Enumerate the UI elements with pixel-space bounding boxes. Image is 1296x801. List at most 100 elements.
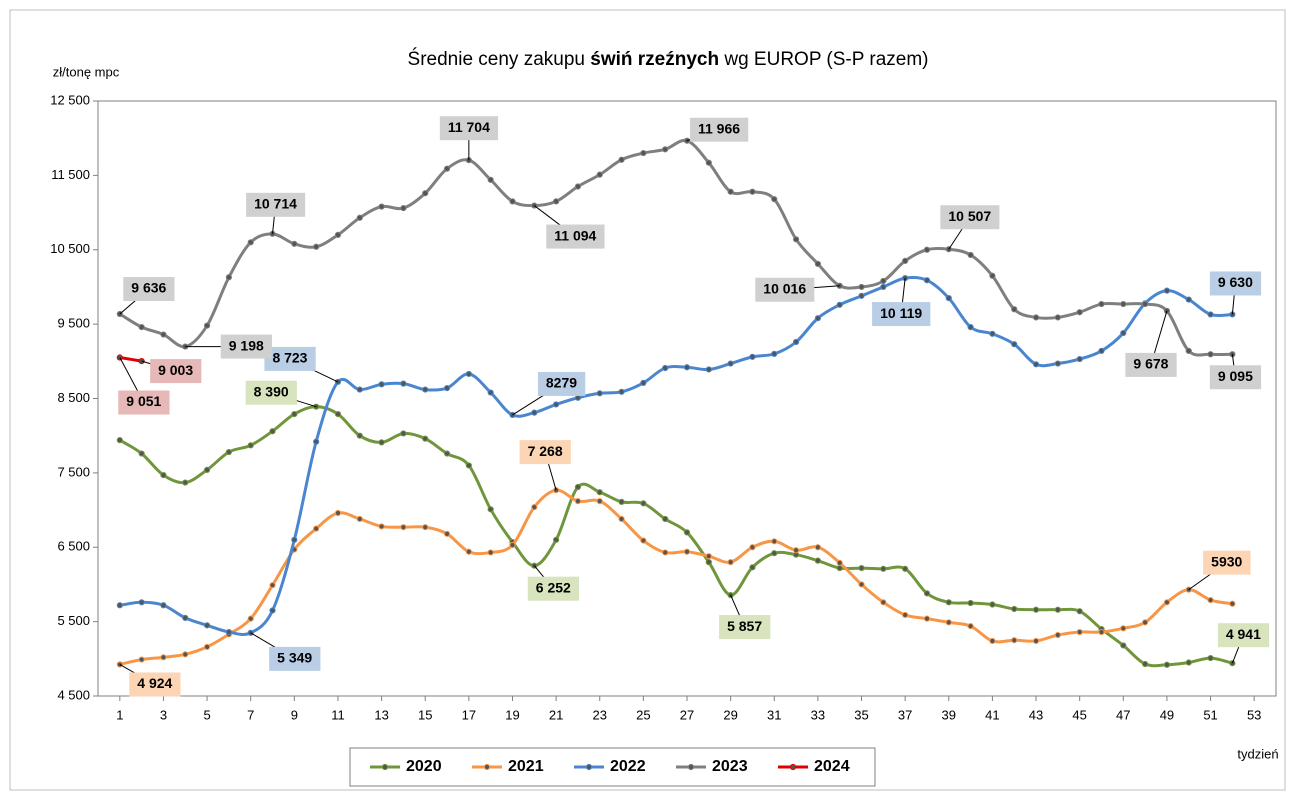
data-point <box>967 251 974 259</box>
chart-title: Średnie ceny zakupu świń rzeźnych wg EUR… <box>408 48 929 70</box>
data-point <box>313 525 320 532</box>
data-label-box <box>129 672 181 697</box>
data-point <box>640 149 647 157</box>
data-label: 11 966 <box>698 120 740 136</box>
y-tick-label: 4 500 <box>57 687 90 702</box>
data-point <box>662 515 669 523</box>
data-point <box>400 524 407 531</box>
data-point <box>683 529 691 536</box>
data-point <box>574 483 582 491</box>
legend-label: 2022 <box>610 758 646 775</box>
data-point <box>836 559 843 566</box>
data-point <box>160 331 167 338</box>
data-point <box>531 409 538 416</box>
data-point <box>225 448 232 456</box>
data-label-box <box>719 615 771 640</box>
data-point <box>880 277 887 285</box>
data-point <box>967 599 974 607</box>
data-point <box>662 364 669 372</box>
data-point <box>1142 660 1149 668</box>
x-tick-label: 9 <box>291 707 298 722</box>
data-point <box>705 553 712 560</box>
data-point <box>814 260 821 267</box>
data-point <box>1011 637 1018 644</box>
data-point <box>640 379 647 386</box>
data-point <box>1098 628 1105 636</box>
data-point <box>203 643 211 651</box>
x-tick-label: 15 <box>418 707 432 722</box>
data-label: 7 268 <box>528 443 563 459</box>
x-tick-label: 1 <box>116 707 123 722</box>
data-point <box>116 437 123 444</box>
data-point <box>553 536 560 543</box>
data-point <box>160 602 167 609</box>
data-label-box <box>1217 623 1270 648</box>
data-point <box>1229 600 1236 607</box>
data-point <box>1076 628 1083 636</box>
data-point <box>727 188 734 195</box>
data-label-box <box>123 277 175 302</box>
data-point <box>771 196 778 203</box>
data-point <box>356 214 363 221</box>
data-point <box>618 388 625 395</box>
data-point <box>1011 306 1018 313</box>
data-point <box>727 360 734 367</box>
data-point <box>465 548 472 555</box>
data-point <box>553 401 560 408</box>
data-point <box>334 411 342 418</box>
legend-label: 2023 <box>712 758 748 775</box>
data-point <box>618 498 625 505</box>
data-point <box>814 544 821 551</box>
data-point <box>1032 606 1040 613</box>
data-point <box>574 183 582 190</box>
data-point <box>967 622 974 630</box>
data-label-box <box>269 646 321 671</box>
data-point <box>487 549 494 556</box>
data-point <box>313 438 320 445</box>
data-label: 9 003 <box>158 362 193 378</box>
data-point <box>1032 637 1040 645</box>
x-axis-label: tydzień <box>1237 746 1278 761</box>
data-point <box>1076 309 1083 316</box>
y-tick-label: 8 500 <box>57 390 90 405</box>
data-point <box>814 557 821 564</box>
data-point <box>771 538 778 545</box>
data-point <box>989 330 996 337</box>
y-tick-label: 5 500 <box>57 613 90 628</box>
data-point <box>792 338 800 346</box>
data-point <box>313 243 320 250</box>
y-axis-label: zł/tonę mpc <box>53 64 120 79</box>
data-label-box <box>245 380 297 405</box>
data-label-box <box>527 576 580 601</box>
y-tick-label: 9 500 <box>57 316 90 331</box>
data-label-box <box>519 440 571 465</box>
title-part: Średnie ceny zakupu <box>408 48 591 70</box>
data-point <box>1032 314 1040 321</box>
data-label: 10 119 <box>880 305 922 321</box>
data-point <box>138 656 145 663</box>
data-point <box>662 146 669 153</box>
data-point <box>858 581 865 588</box>
data-point <box>727 559 734 566</box>
data-point <box>1207 351 1214 358</box>
data-point <box>400 430 407 437</box>
data-point <box>334 231 342 238</box>
data-point <box>378 381 385 388</box>
data-label: 10 714 <box>254 196 297 212</box>
data-point <box>858 564 865 572</box>
data-point <box>880 283 887 291</box>
data-point <box>880 565 887 572</box>
data-point <box>923 277 931 284</box>
data-point <box>880 599 887 606</box>
x-tick-label: 19 <box>505 707 519 722</box>
data-point <box>1163 661 1171 668</box>
data-point <box>749 544 756 551</box>
data-point <box>771 350 778 357</box>
data-point <box>814 315 821 322</box>
y-tick-label: 6 500 <box>57 539 90 554</box>
data-label: 9 636 <box>131 280 166 296</box>
data-point <box>203 622 211 629</box>
data-point <box>291 240 298 247</box>
